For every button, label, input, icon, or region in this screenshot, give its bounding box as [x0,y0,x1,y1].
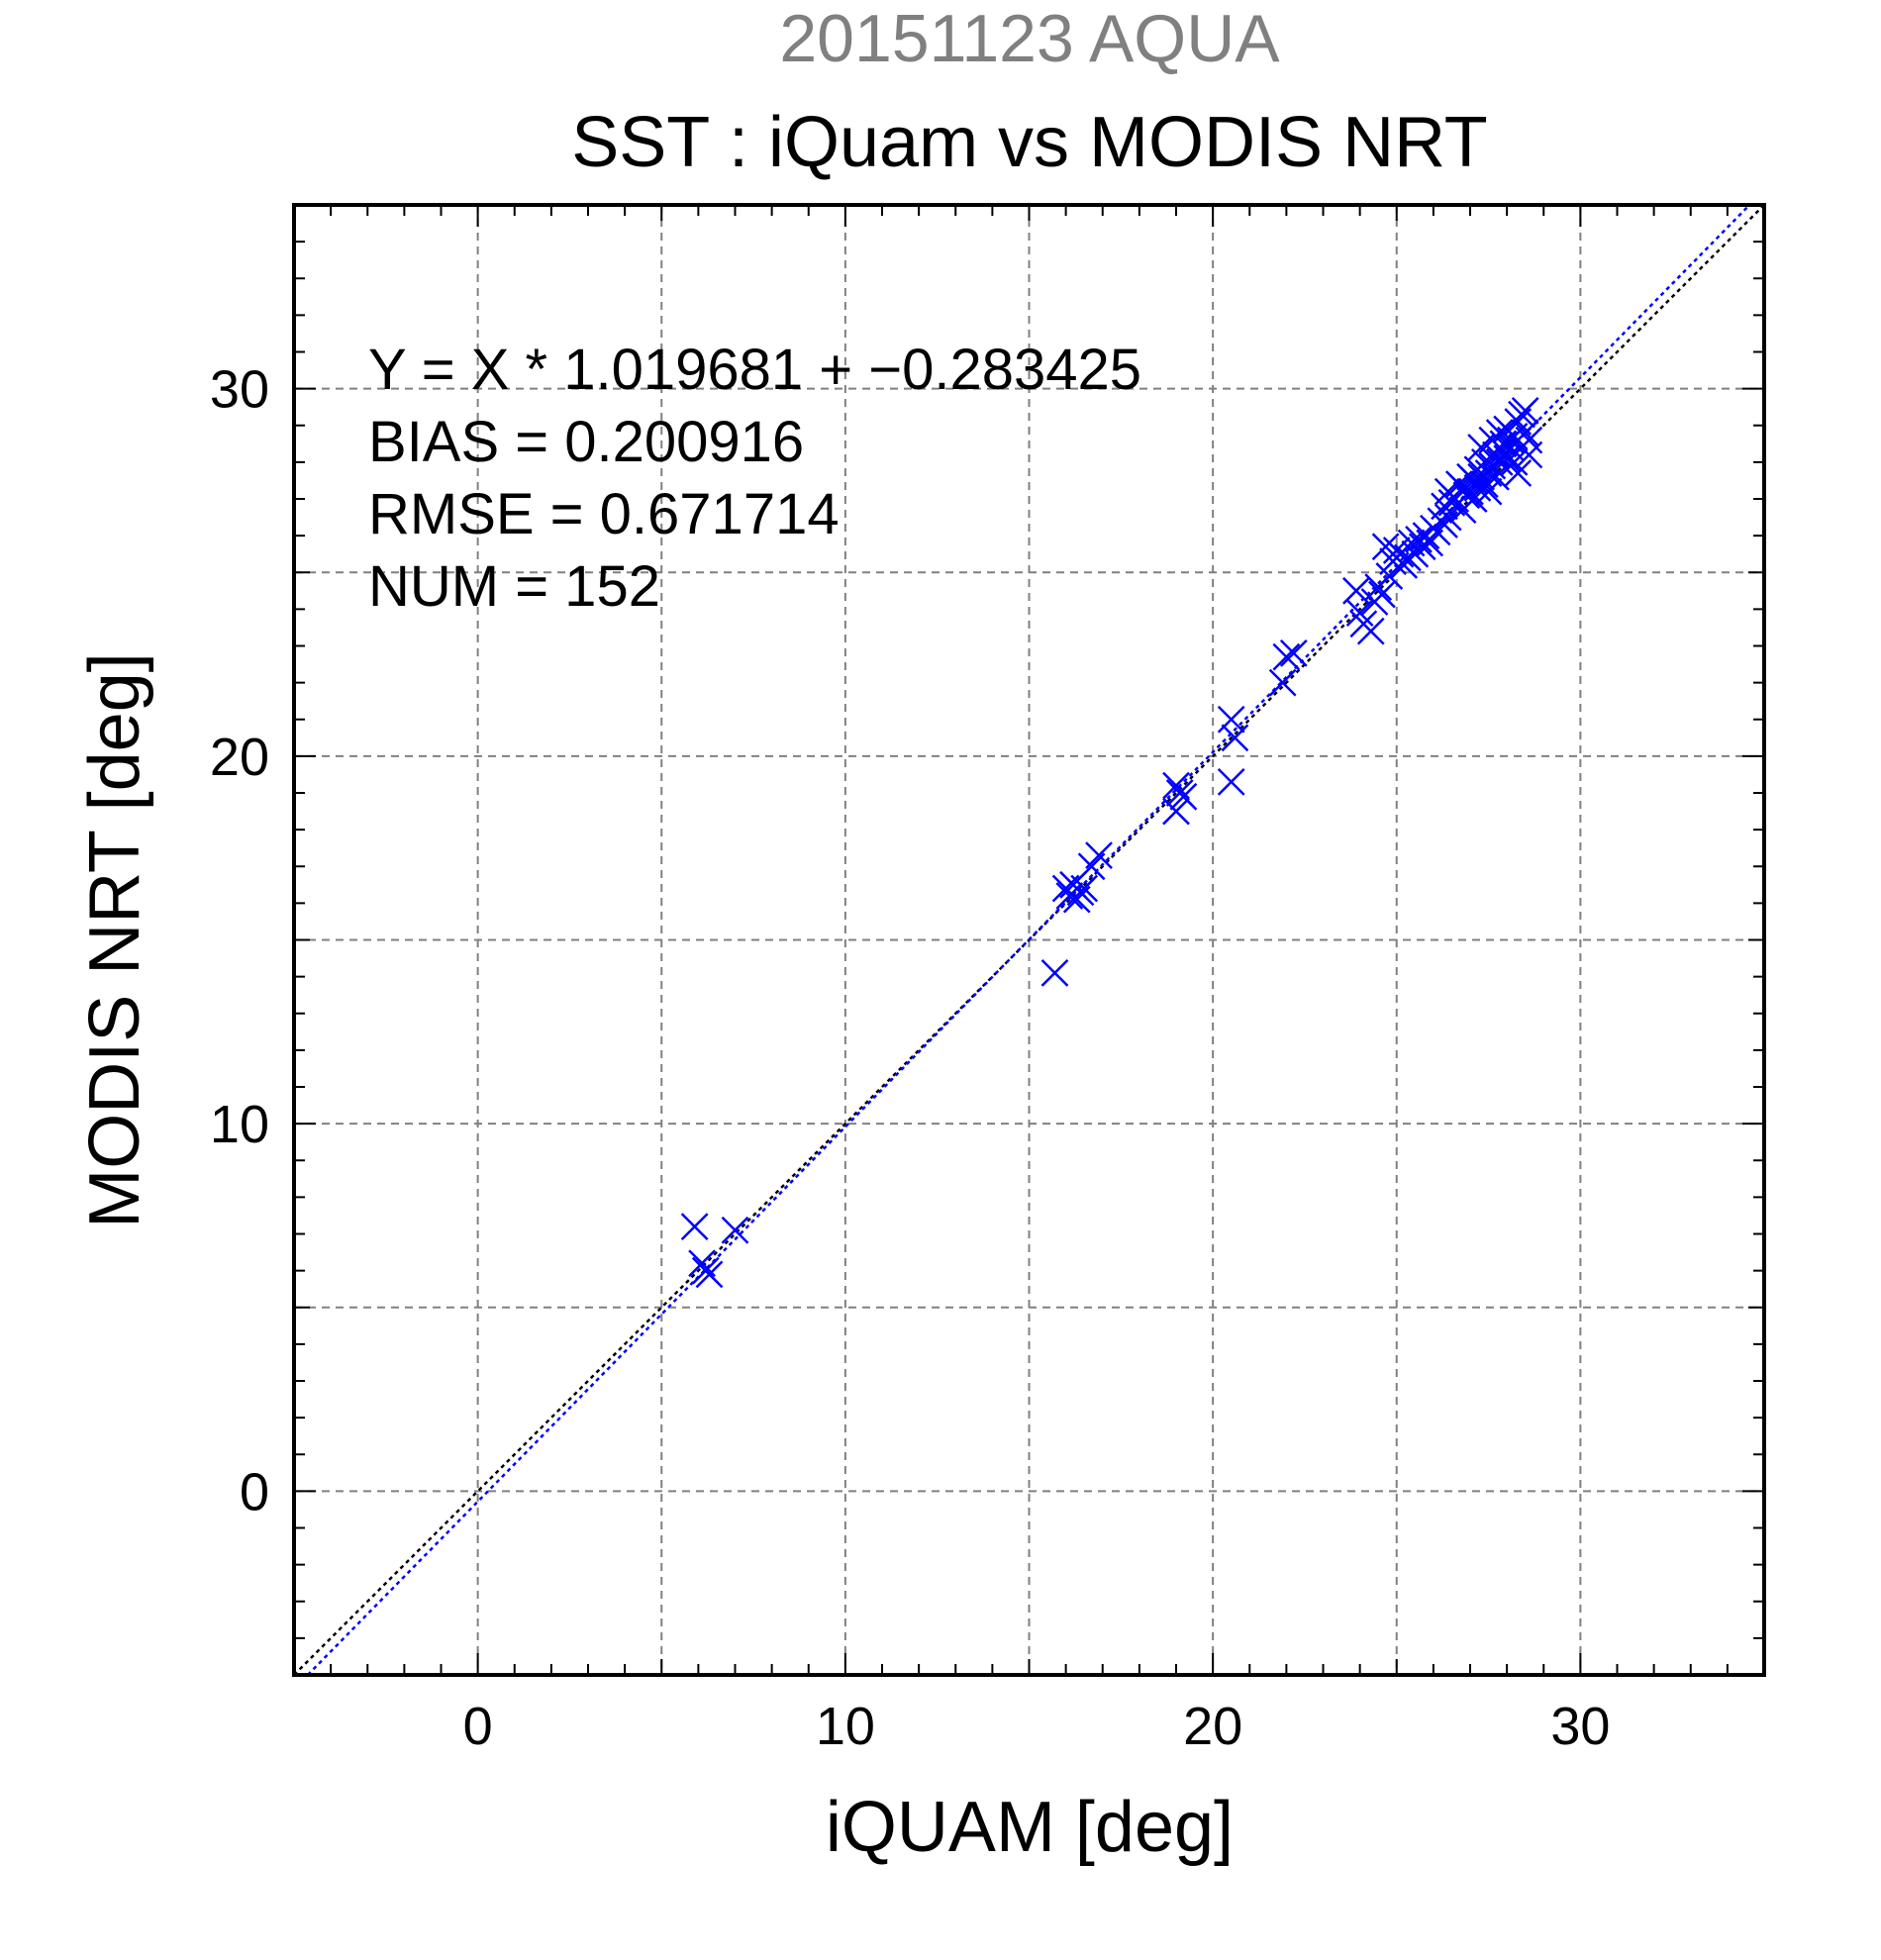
data-point [1272,642,1301,671]
data-point [1217,705,1245,734]
data-point [1217,767,1245,796]
data-point [1085,841,1113,869]
data-point-stroke [1040,959,1069,987]
data-points [680,397,1543,1289]
x-tick-label: 0 [463,1697,493,1756]
rmse-stat: RMSE = 0.671714 [368,482,840,546]
data-point [1268,668,1297,697]
data-point-stroke [1272,642,1301,671]
data-point-stroke [1474,477,1503,506]
data-point-stroke [1515,426,1543,454]
x-tick-label: 30 [1550,1697,1610,1756]
y-tick-label: 20 [210,728,269,787]
data-point [721,1216,749,1244]
data-point [1345,599,1374,627]
data-point [1431,511,1458,539]
x-tick-label: 10 [816,1697,875,1756]
tick-labels: 0 10 20 30 0 10 20 30 [210,360,1610,1756]
data-point [1279,639,1308,667]
plot-frame [292,203,1766,1677]
data-point [1474,477,1503,506]
data-point [680,1213,709,1240]
stats-box: Y = X * 1.019681 + −0.283425 BIAS = 0.20… [368,338,1141,619]
data-point-stroke [1217,705,1245,734]
data-point [1485,447,1514,476]
reference-lines [293,204,1765,1676]
data-point-stroke [721,1216,749,1244]
data-point-stroke [695,1260,724,1289]
chart-date-title: 20151123 AQUA [779,1,1280,76]
y-axis-label: MODIS NRT [deg] [75,652,154,1228]
chart-title: SST : iQuam vs MODIS NRT [571,103,1488,182]
data-point-stroke [1371,533,1400,561]
data-point-stroke [1221,724,1249,752]
x-tick-label: 20 [1183,1697,1242,1756]
data-point [1459,485,1488,513]
data-point [1504,459,1533,487]
num-stat: NUM = 152 [368,554,660,619]
data-point-stroke [680,1213,709,1240]
data-point-stroke [1493,444,1522,473]
data-point-stroke [1217,767,1245,796]
data-point-stroke [1485,447,1514,476]
data-point-stroke [1485,419,1514,447]
data-point-stroke [1169,782,1198,811]
data-point [1405,525,1433,553]
data-point [1070,874,1099,903]
data-point-stroke [688,1249,716,1278]
data-point-stroke [1368,580,1396,609]
data-point-stroke [1345,599,1374,627]
data-point [1040,959,1069,987]
data-point-stroke [1463,473,1492,502]
data-point [1162,797,1190,826]
data-point-stroke [1504,459,1533,487]
data-point [1463,473,1492,502]
data-point [1515,441,1543,469]
data-point-stroke [1431,511,1458,539]
x-axis-label: iQUAM [deg] [826,1788,1234,1867]
data-point-stroke [1055,882,1084,910]
data-point [1511,397,1539,425]
y-tick-label: 30 [210,360,269,420]
data-point-stroke [1515,441,1543,469]
y-tick-label: 10 [210,1095,269,1154]
data-point [1356,617,1385,645]
data-point-stroke [1162,771,1190,800]
data-point-stroke [1085,841,1113,869]
data-point-stroke [1162,797,1190,826]
data-point-stroke [1070,874,1099,903]
data-point [1368,580,1396,609]
data-point [1221,724,1249,752]
data-point [1055,882,1084,910]
data-point [1515,426,1543,454]
data-point-stroke [1500,447,1529,476]
data-point-stroke [1268,668,1297,697]
data-point-stroke [1511,397,1539,425]
data-point [1500,447,1529,476]
data-point-stroke [1459,485,1488,513]
y-tick-label: 0 [240,1462,269,1521]
data-point [1169,782,1198,811]
data-point-stroke [1356,617,1385,645]
fit-equation: Y = X * 1.019681 + −0.283425 [368,338,1141,402]
data-point [695,1260,724,1289]
fit-line [307,204,1751,1676]
data-point-stroke [1279,639,1308,667]
data-point-stroke [1405,525,1433,553]
bias-stat: BIAS = 0.200916 [368,410,804,474]
